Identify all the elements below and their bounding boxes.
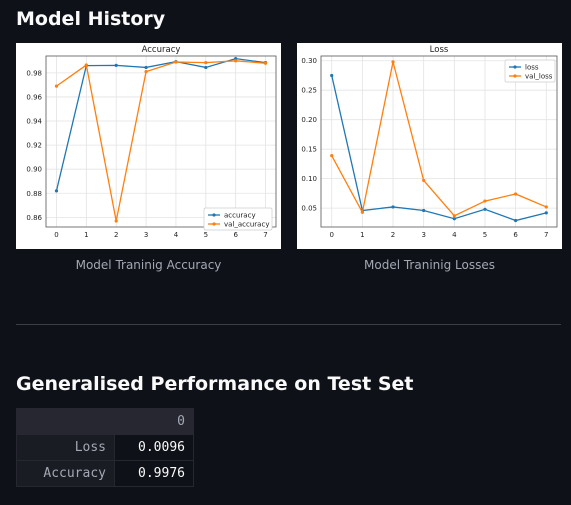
x-tick-label: 2 — [391, 231, 395, 239]
loss-chart: Loss 0.05 0.10 0.15 0.20 0.25 0.30 0 1 2 3 4 5 6 7 loss… — [297, 43, 562, 249]
data-point-val_accuracy — [84, 63, 88, 67]
table-column-header[interactable]: 0 — [114, 408, 194, 435]
table-header-row: 0 — [16, 408, 194, 435]
legend-marker — [212, 222, 216, 226]
legend-marker — [513, 65, 517, 69]
series-line-val_loss — [331, 61, 547, 217]
x-tick-label: 0 — [54, 231, 58, 239]
section-divider — [16, 324, 561, 325]
x-tick-label: 7 — [263, 231, 267, 239]
data-point-accuracy — [144, 65, 148, 70]
y-tick-label: 0.98 — [26, 69, 42, 77]
performance-table: 0 Loss 0.0096 Accuracy 0.9976 — [16, 408, 194, 487]
y-tick-label: 0.30 — [301, 57, 317, 65]
series-line-loss — [331, 75, 547, 222]
accuracy-chart-svg: Accuracy 0.86 0.88 0.90 0.92 0.94 0.96 0.98 0 1 2 3… — [26, 45, 277, 239]
data-point-loss — [422, 208, 426, 213]
data-point-val_accuracy — [204, 61, 208, 65]
plot-frame — [320, 55, 558, 228]
table-corner-cell — [16, 408, 115, 435]
chart-title: Loss — [430, 45, 449, 55]
data-point-loss — [544, 211, 548, 215]
data-point-accuracy — [54, 189, 59, 193]
performance-title: Generalised Performance on Test Set — [16, 373, 414, 395]
data-point-val_loss — [360, 210, 364, 214]
data-point-val_accuracy — [263, 61, 268, 65]
legend-marker — [513, 74, 517, 78]
table-cell: 0.0096 — [114, 434, 194, 461]
accuracy-chart-caption: Model Traninig Accuracy — [75, 258, 222, 272]
legend-label: loss — [525, 64, 539, 72]
y-tick-label: 0.94 — [26, 118, 42, 126]
data-point-loss — [452, 217, 456, 221]
data-point-val_accuracy — [54, 84, 59, 88]
legend-label: accuracy — [224, 212, 256, 220]
x-tick-label: 6 — [513, 231, 518, 239]
data-point-val_loss — [422, 178, 426, 183]
loss-chart-caption: Model Traninig Losses — [364, 258, 495, 272]
y-tick-label: 0.10 — [301, 175, 317, 183]
chart-title: Accuracy — [142, 45, 181, 55]
data-point-val_accuracy — [144, 70, 148, 74]
plot-frame — [45, 55, 277, 228]
page-title: Model History — [16, 8, 166, 30]
x-tick-label: 3 — [421, 231, 425, 239]
series-line-val_accuracy — [56, 60, 266, 222]
data-point-accuracy — [204, 65, 208, 70]
y-tick-label: 0.15 — [301, 146, 317, 154]
x-tick-label: 7 — [544, 231, 548, 239]
y-tick-label: 0.86 — [26, 214, 42, 222]
x-tick-label: 5 — [483, 231, 487, 239]
table-row-label: Accuracy — [16, 460, 115, 487]
data-point-val_loss — [544, 205, 548, 209]
series-line-accuracy — [55, 57, 266, 192]
accuracy-chart: Accuracy 0.86 0.88 0.90 0.92 0.94 0.96 0.98 0 1 2 3… — [16, 43, 281, 249]
data-point-loss — [514, 218, 518, 223]
x-tick-label: 4 — [452, 231, 457, 239]
x-tick-label: 2 — [114, 231, 118, 239]
x-tick-label: 1 — [84, 231, 88, 239]
y-tick-label: 0.92 — [26, 142, 42, 150]
data-point-accuracy — [114, 63, 118, 67]
x-tick-label: 4 — [174, 231, 179, 239]
y-tick-label: 0.25 — [301, 87, 317, 95]
data-point-val_loss — [330, 154, 334, 158]
legend-label: val_accuracy — [224, 221, 269, 229]
data-point-loss — [391, 205, 395, 209]
data-point-val_loss — [514, 192, 518, 196]
x-tick-label: 6 — [233, 231, 238, 239]
data-point-val_loss — [391, 60, 395, 64]
x-tick-label: 0 — [329, 231, 333, 239]
data-point-val_accuracy — [114, 219, 118, 223]
y-tick-label: 0.88 — [26, 190, 42, 198]
table-row: Accuracy 0.9976 — [16, 460, 194, 487]
loss-chart-svg: Loss 0.05 0.10 0.15 0.20 0.25 0.30 0 1 2 3 4 5 6 7 loss… — [301, 45, 558, 239]
data-point-val_loss — [483, 199, 487, 203]
table-row-label: Loss — [16, 434, 115, 461]
data-point-val_accuracy — [234, 59, 238, 63]
x-tick-label: 3 — [144, 231, 148, 239]
legend-marker — [212, 213, 216, 217]
y-tick-label: 0.05 — [301, 205, 317, 213]
y-tick-label: 0.90 — [26, 166, 42, 174]
data-point-val_loss — [452, 214, 456, 218]
y-tick-label: 0.96 — [26, 93, 42, 101]
legend-label: val_loss — [525, 73, 553, 81]
table-row: Loss 0.0096 — [16, 434, 194, 461]
data-point-val_accuracy — [174, 60, 178, 64]
data-point-loss — [330, 73, 334, 78]
table-cell: 0.9976 — [114, 460, 194, 487]
y-tick-label: 0.20 — [301, 116, 317, 124]
chart-legend — [203, 207, 273, 231]
x-tick-label: 1 — [360, 231, 364, 239]
data-point-loss — [483, 207, 487, 211]
x-tick-label: 5 — [204, 231, 208, 239]
